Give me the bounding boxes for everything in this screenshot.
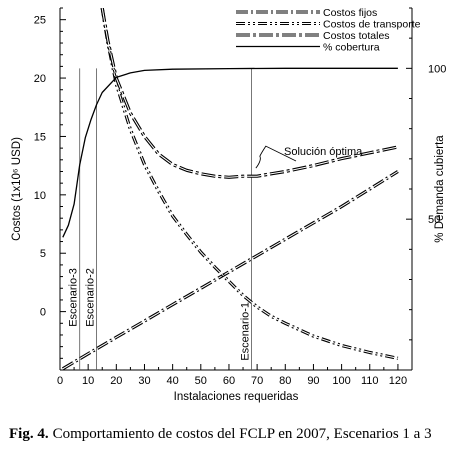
legend-item-costos-fijos: Costos fijos xyxy=(236,7,377,19)
y-left-tick-label: 0 xyxy=(40,307,46,319)
axes: 0 10 20 30 40 50 60 70 80 90 100 110 120 0 5 10 15 20 25 50… xyxy=(34,7,446,387)
x-tick-label: 60 xyxy=(223,375,235,387)
series-layer xyxy=(61,8,399,370)
series-line-costos-fijos xyxy=(61,170,399,370)
annotation-leader xyxy=(255,145,297,169)
legend-label: % cobertura xyxy=(323,42,380,54)
series-line-core-costos-totales xyxy=(101,8,399,178)
x-tick-label: 80 xyxy=(279,375,291,387)
y-right-tick-label: 100 xyxy=(428,63,446,75)
series-costos-totales xyxy=(100,8,399,179)
series-line-cobertura xyxy=(62,67,398,238)
figure-caption: Fig. 4. Comportamiento de costos del FCLP… xyxy=(9,426,457,443)
x-tick-label: 70 xyxy=(251,375,263,387)
series-costos-de-transporte xyxy=(100,8,399,360)
x-tick-label: 20 xyxy=(110,375,122,387)
legend-item-costos-de-transporte: Costos de transporte xyxy=(236,19,421,31)
marker-label-escenario-2: Escenario-2 xyxy=(85,268,97,327)
y-left-tick-label: 5 xyxy=(40,248,46,260)
caption-label: Fig. 4. xyxy=(9,426,49,442)
y-axis-left-title: Costos (1x10⁶ USD) xyxy=(11,137,23,241)
marker-label-escenario-3: Escenario-3 xyxy=(68,268,80,327)
chart: 0 10 20 30 40 50 60 70 80 90 100 110 120 0 5 10 15 20 25 50… xyxy=(11,7,446,403)
y-left-tick-label: 10 xyxy=(34,190,46,202)
series-costos-fijos xyxy=(61,170,399,370)
y-left-tick-label: 15 xyxy=(34,131,46,143)
legend-item-cobertura: % cobertura xyxy=(236,42,380,54)
legend-label: Costos fijos xyxy=(323,7,377,19)
scenario-markers: Escenario-3 Escenario-2 Escenario-1 xyxy=(68,68,252,370)
x-tick-label: 120 xyxy=(389,375,407,387)
x-tick-label: 50 xyxy=(195,375,207,387)
legend-item-costos-totales: Costos totales xyxy=(236,30,390,42)
y-axis-right-title: % Demanda cubierta xyxy=(434,135,446,243)
caption-text: Comportamiento de costos del FCLP en 200… xyxy=(52,426,432,442)
series-cobertura xyxy=(62,67,398,238)
y-right-tick-label: 50 xyxy=(428,214,440,226)
x-tick-label: 90 xyxy=(307,375,319,387)
y-left-tick-label: 20 xyxy=(34,73,46,85)
x-tick-label: 40 xyxy=(167,375,179,387)
legend-label: Costos totales xyxy=(323,30,390,42)
legend-label: Costos de transporte xyxy=(323,19,421,31)
x-tick-label: 10 xyxy=(82,375,94,387)
marker-label-escenario-1: Escenario-1 xyxy=(239,302,251,361)
x-tick-label: 0 xyxy=(57,375,63,387)
x-tick-label: 100 xyxy=(332,375,350,387)
y-left-tick-label: 25 xyxy=(34,15,46,27)
annotations: Solución óptima xyxy=(255,145,363,169)
x-tick-label: 110 xyxy=(361,375,379,387)
x-tick-label: 30 xyxy=(138,375,150,387)
series-line-core-costos-de-transporte xyxy=(101,8,399,359)
series-line-core-costos-fijos xyxy=(62,171,399,370)
x-axis-title: Instalaciones requeridas xyxy=(174,391,299,403)
annotation-solucion-optima: Solución óptima xyxy=(284,146,363,158)
